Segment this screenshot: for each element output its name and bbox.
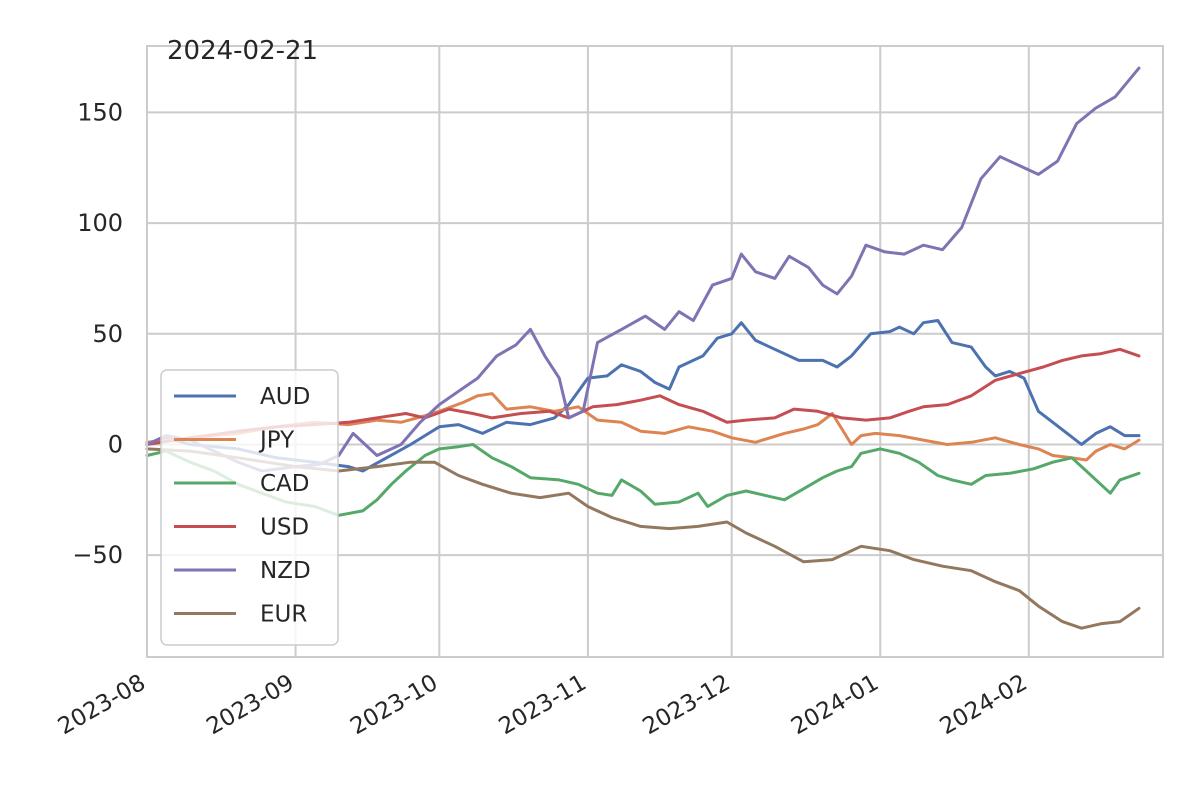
legend-box — [160, 369, 339, 646]
y-tick-label: 150 — [77, 98, 123, 126]
legend-label-aud: AUD — [260, 384, 310, 410]
y-tick-label: 100 — [77, 209, 123, 237]
y-tick-label: 50 — [92, 320, 123, 348]
plot-frame — [146, 45, 1164, 658]
series-line-nzd — [145, 66, 1141, 473]
y-axis-ticks: −50 0 50 100 150 — [72, 98, 123, 569]
legend-label-eur: EUR — [260, 602, 307, 628]
x-tick-label: 2023-12 — [638, 670, 734, 741]
x-tick-label: 2023-09 — [202, 670, 298, 741]
x-tick-label: 2024-01 — [787, 670, 883, 741]
y-tick-label: 0 — [108, 430, 123, 458]
series-line-eur — [145, 447, 1141, 630]
legend-label-cad: CAD — [260, 471, 310, 497]
x-tick-label: 2023-10 — [346, 670, 442, 741]
legend: AUD JPY CAD USD NZD EUR — [160, 369, 339, 646]
series-line-aud — [145, 319, 1141, 473]
legend-label-jpy: JPY — [258, 428, 295, 454]
x-tick-label: 2023-08 — [54, 670, 150, 741]
series-layer — [145, 66, 1141, 630]
legend-label-nzd: NZD — [260, 558, 311, 584]
x-tick-label: 2023-11 — [495, 670, 591, 741]
grid-lines — [146, 46, 1163, 657]
legend-label-usd: USD — [260, 515, 309, 541]
series-line-usd — [145, 347, 1141, 446]
x-tick-label: 2024-02 — [936, 670, 1032, 741]
x-axis-ticks: 2023-08 2023-09 2023-10 2023-11 2023-12 2024-… — [54, 670, 1032, 741]
y-tick-label: −50 — [72, 541, 123, 569]
date-annotation: 2024-02-21 — [167, 36, 318, 66]
series-line-cad — [145, 443, 1141, 517]
